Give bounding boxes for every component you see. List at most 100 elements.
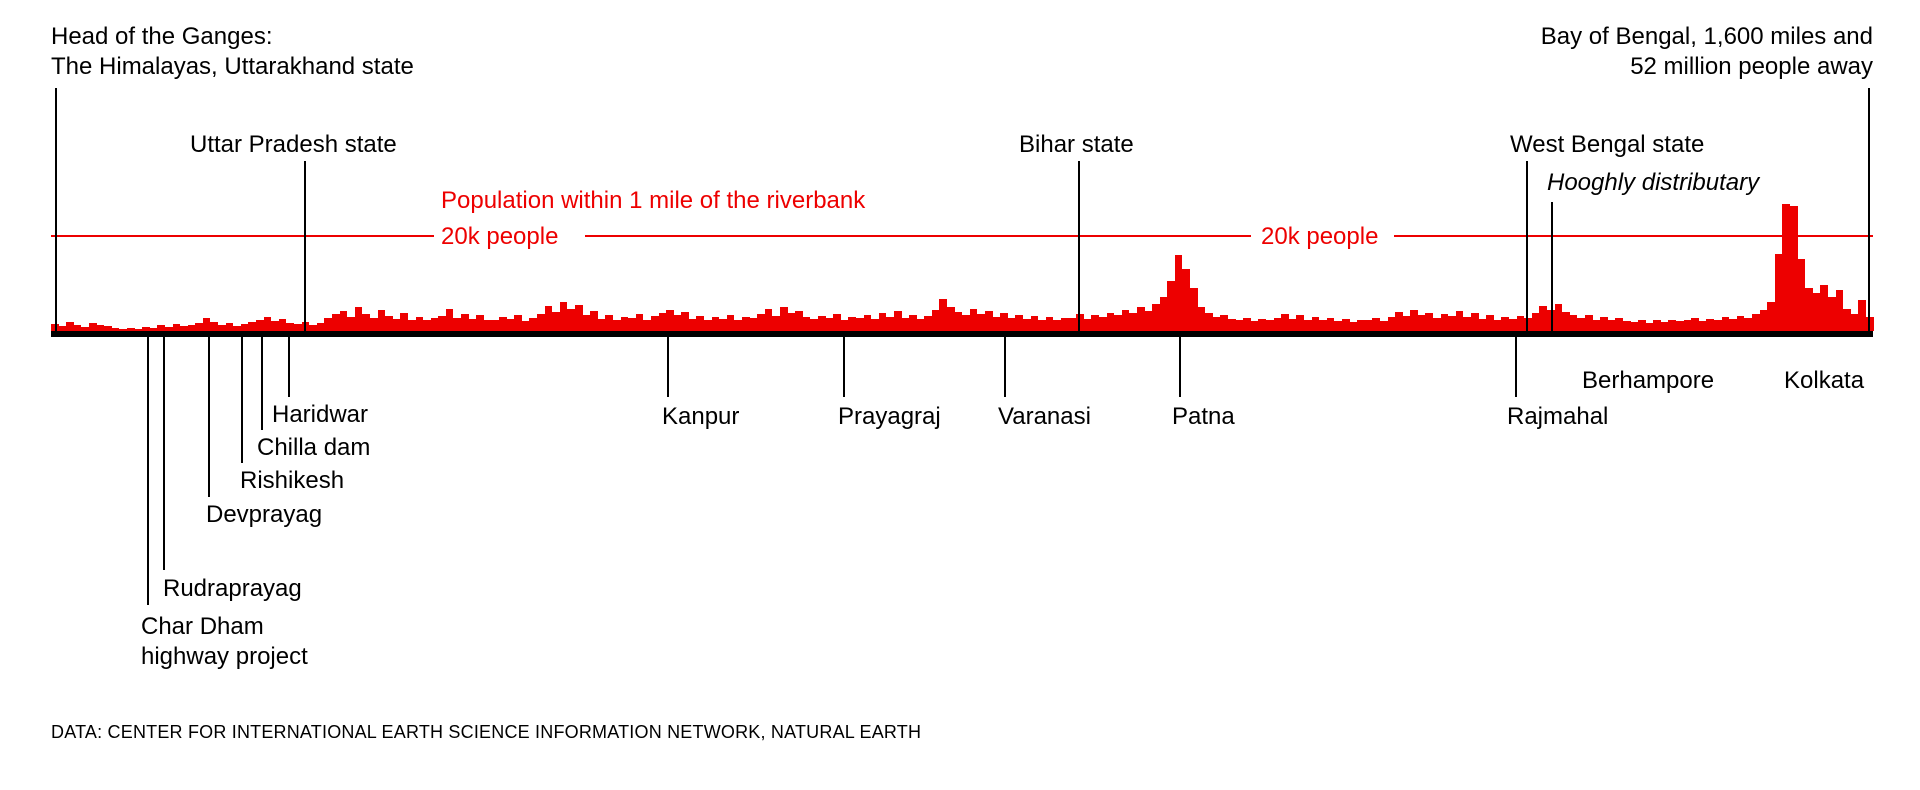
population-bar — [172, 324, 181, 331]
population-bar — [1463, 316, 1472, 331]
population-bar — [711, 316, 720, 331]
population-bar — [1524, 317, 1532, 331]
population-bar — [628, 317, 636, 331]
population-bar — [1379, 321, 1388, 331]
population-bar — [149, 328, 158, 331]
population-bar — [1471, 312, 1479, 331]
population-bar — [1106, 312, 1115, 331]
population-bar — [1660, 322, 1669, 331]
population-bar — [1531, 312, 1540, 331]
population-bar — [180, 326, 188, 331]
population-bar — [742, 316, 750, 331]
population-bar — [1205, 312, 1213, 331]
varanasi-marker-line — [1004, 337, 1006, 397]
population-bar — [1691, 317, 1699, 331]
head-of-ganges-line2: The Himalayas, Uttarakhand state — [51, 53, 414, 80]
population-bar — [802, 316, 811, 331]
population-bar — [1736, 315, 1745, 331]
population-bar — [218, 325, 226, 331]
rishikesh-marker-line — [241, 337, 243, 463]
population-bar — [696, 315, 705, 331]
population-bar — [407, 319, 416, 331]
bihar-marker-line — [1078, 161, 1080, 331]
threshold-line-segment-3 — [1394, 235, 1873, 237]
population-bar — [1136, 307, 1145, 331]
population-bar — [1782, 203, 1790, 331]
population-bar — [1159, 297, 1168, 331]
population-bar — [635, 313, 644, 331]
population-bar — [111, 328, 120, 331]
population-bar — [1493, 319, 1502, 331]
population-bar — [225, 323, 234, 331]
population-bar — [1820, 285, 1828, 331]
berhampore-label: Berhampore — [1582, 367, 1715, 394]
population-bar — [1030, 315, 1039, 331]
population-bar — [931, 309, 940, 331]
population-bar — [1850, 314, 1859, 331]
patna-marker-line — [1179, 337, 1181, 397]
population-bar — [1220, 314, 1229, 331]
population-bar — [1562, 311, 1570, 331]
population-bar — [704, 320, 712, 331]
chilla-dam-marker-line — [261, 337, 263, 430]
population-bar — [286, 322, 294, 331]
rishikesh-label: Rishikesh — [240, 467, 345, 494]
bihar-state-label: Bihar state — [1019, 131, 1134, 158]
population-bar — [1797, 259, 1806, 331]
population-bar — [1729, 318, 1737, 331]
population-bars — [51, 196, 1874, 331]
population-bar — [210, 322, 219, 331]
population-bar — [1865, 316, 1874, 331]
population-bar — [1364, 320, 1373, 331]
population-bar — [1402, 315, 1411, 331]
population-bar — [256, 320, 264, 331]
population-bar — [51, 323, 59, 331]
population-bar — [73, 324, 82, 331]
population-bar — [977, 313, 986, 331]
population-bar — [1455, 310, 1464, 331]
population-bar — [1334, 321, 1342, 331]
population-bar — [985, 310, 993, 331]
prayagraj-label: Prayagraj — [838, 403, 941, 430]
population-bar — [537, 313, 545, 331]
population-bar — [734, 319, 743, 331]
population-bar — [605, 314, 613, 331]
population-bar — [833, 313, 841, 331]
population-bar — [969, 308, 978, 331]
population-bar — [1805, 287, 1813, 331]
population-bar — [1676, 321, 1684, 331]
char-dham-marker-line — [147, 337, 149, 605]
population-bar — [1053, 320, 1061, 331]
rudraprayag-label: Rudraprayag — [163, 575, 302, 602]
population-bar — [1273, 317, 1282, 331]
population-bar — [1584, 314, 1593, 331]
population-bar — [294, 324, 302, 331]
population-bar — [1121, 309, 1130, 331]
population-bar — [947, 307, 955, 331]
population-bar — [430, 317, 439, 331]
threshold-label-right: 20k people — [1261, 223, 1379, 250]
population-bar — [878, 312, 887, 331]
west-bengal-marker-line — [1526, 161, 1528, 331]
population-bar — [1622, 321, 1631, 331]
population-bar — [58, 325, 67, 331]
population-bar — [476, 314, 484, 331]
population-bar — [1827, 297, 1836, 331]
population-bar — [1539, 306, 1547, 331]
patna-label: Patna — [1172, 403, 1235, 430]
population-bar — [134, 328, 143, 331]
population-bar — [1592, 319, 1601, 331]
uttar-pradesh-marker-line — [304, 161, 306, 331]
population-bar — [643, 319, 651, 331]
population-bar — [681, 311, 689, 331]
population-bar — [893, 310, 902, 331]
population-bar — [848, 316, 856, 331]
population-bar — [483, 319, 492, 331]
population-bar — [810, 318, 818, 331]
population-bar — [726, 314, 735, 331]
bay-of-bengal-line1: Bay of Bengal, 1,600 miles and — [1540, 23, 1873, 50]
population-bar — [81, 326, 89, 331]
haridwar-marker-line — [288, 337, 290, 397]
population-bar — [1835, 290, 1844, 331]
population-bar — [1357, 319, 1365, 331]
